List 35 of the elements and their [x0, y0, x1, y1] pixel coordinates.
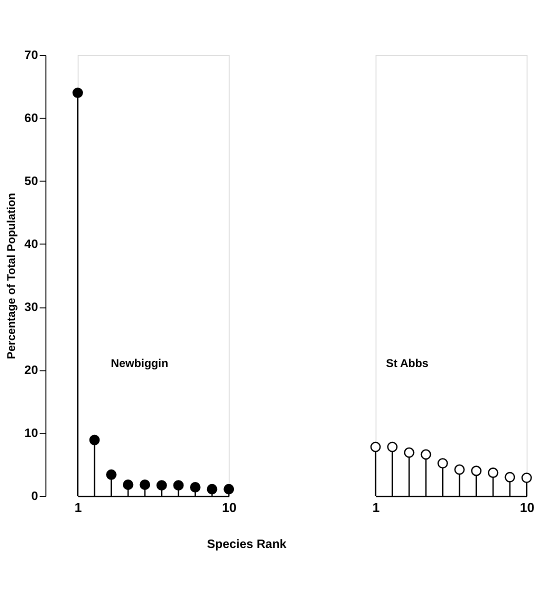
- y-tick-label: 40: [24, 236, 38, 251]
- point: [140, 480, 150, 490]
- y-tick-label: 0: [31, 489, 38, 503]
- point: [89, 434, 100, 446]
- point: [454, 464, 465, 475]
- x-tick-label: 1: [372, 500, 380, 516]
- point: [156, 480, 167, 491]
- text: Newbiggin: [110, 358, 168, 370]
- y-tick-label: 20: [24, 362, 38, 377]
- point: [122, 480, 134, 490]
- x-tick-label: 1: [74, 500, 82, 516]
- y-tick-label: 70: [24, 48, 38, 62]
- point: [173, 480, 184, 491]
- y-tick-label: 10: [24, 426, 38, 440]
- point: [420, 449, 432, 460]
- y-tick-label: 30: [24, 300, 38, 314]
- x-tick-label: 10: [520, 500, 534, 516]
- point: [370, 442, 381, 452]
- point: [106, 469, 117, 480]
- y-tick-label: 50: [24, 174, 38, 188]
- y-axis-title: Percentage of Total Population: [6, 192, 18, 360]
- point: [504, 472, 516, 482]
- point: [206, 484, 218, 494]
- point: [190, 482, 200, 492]
- point: [404, 447, 414, 458]
- point: [387, 442, 398, 452]
- point: [471, 466, 482, 476]
- x-tick-label: 10: [222, 500, 237, 516]
- text: St Abbs: [386, 358, 428, 370]
- y-tick-label: 60: [24, 110, 38, 125]
- point: [488, 468, 498, 478]
- point: [437, 458, 448, 469]
- x-axis-title: Species Rank: [207, 537, 287, 552]
- point: [521, 472, 532, 484]
- point: [72, 88, 83, 98]
